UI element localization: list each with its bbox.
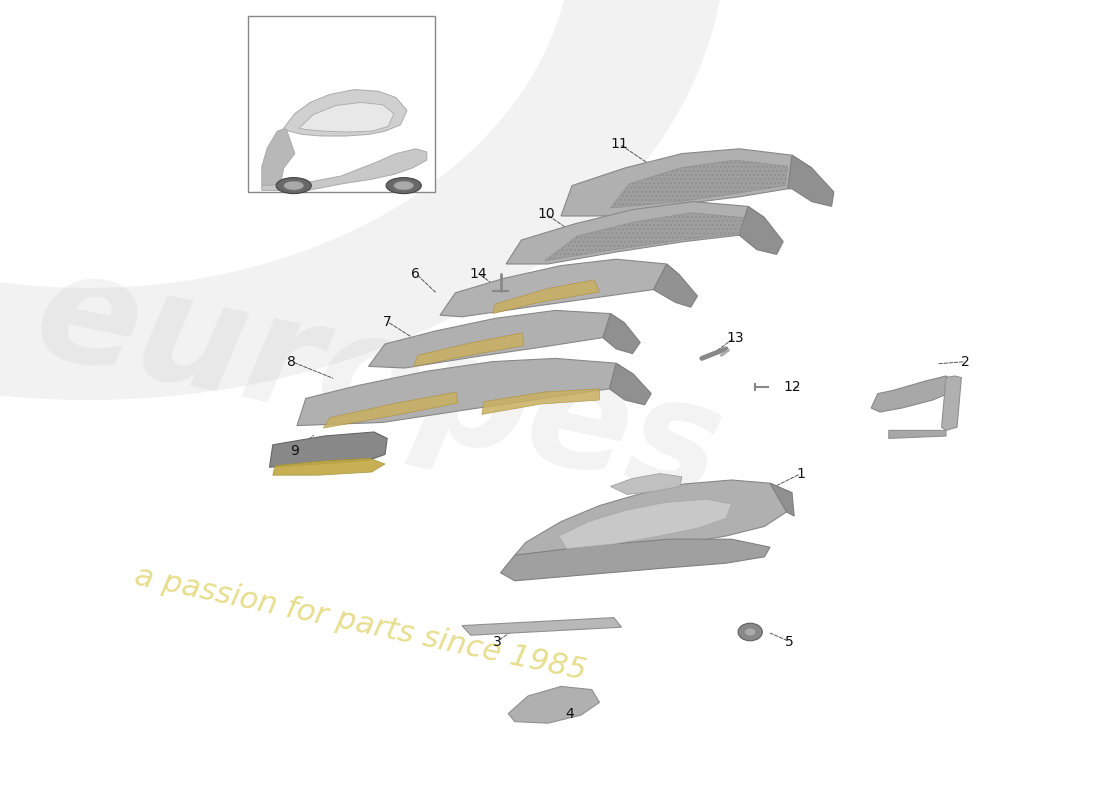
- Polygon shape: [788, 155, 834, 206]
- Ellipse shape: [284, 182, 304, 190]
- Ellipse shape: [745, 628, 756, 636]
- Text: 7: 7: [383, 314, 392, 329]
- Polygon shape: [559, 499, 732, 549]
- Ellipse shape: [276, 178, 311, 194]
- Polygon shape: [942, 376, 961, 430]
- Polygon shape: [493, 280, 600, 314]
- Polygon shape: [462, 618, 622, 635]
- Text: a passion for parts since 1985: a passion for parts since 1985: [132, 562, 588, 686]
- Polygon shape: [368, 310, 625, 368]
- Ellipse shape: [738, 623, 762, 641]
- Polygon shape: [273, 458, 385, 475]
- Ellipse shape: [386, 178, 421, 194]
- Polygon shape: [544, 213, 744, 261]
- Polygon shape: [889, 430, 946, 438]
- Text: 11: 11: [610, 137, 628, 151]
- Polygon shape: [610, 160, 788, 208]
- Polygon shape: [508, 686, 600, 723]
- Text: 12: 12: [783, 380, 801, 394]
- Polygon shape: [500, 539, 770, 581]
- Polygon shape: [299, 102, 394, 132]
- Text: 13: 13: [726, 330, 744, 345]
- Polygon shape: [739, 206, 783, 254]
- Polygon shape: [561, 149, 812, 216]
- Text: 2: 2: [961, 354, 970, 369]
- Polygon shape: [515, 480, 792, 562]
- Polygon shape: [270, 432, 387, 467]
- Text: 14: 14: [470, 266, 487, 281]
- Polygon shape: [284, 90, 407, 136]
- Text: 8: 8: [287, 354, 296, 369]
- Polygon shape: [610, 474, 682, 494]
- Text: 9: 9: [290, 444, 299, 458]
- Polygon shape: [414, 333, 524, 366]
- Polygon shape: [262, 128, 295, 186]
- Text: 10: 10: [538, 207, 556, 222]
- Polygon shape: [323, 392, 458, 428]
- Polygon shape: [609, 363, 651, 405]
- Polygon shape: [871, 376, 955, 412]
- Text: 4: 4: [565, 706, 574, 721]
- Polygon shape: [506, 202, 764, 264]
- Text: europes: europes: [22, 238, 735, 530]
- Polygon shape: [262, 149, 427, 190]
- Text: 5: 5: [785, 634, 794, 649]
- Polygon shape: [653, 264, 697, 307]
- FancyBboxPatch shape: [248, 16, 434, 192]
- Text: 1: 1: [796, 466, 805, 481]
- Text: 3: 3: [493, 634, 502, 649]
- Ellipse shape: [394, 182, 414, 190]
- Polygon shape: [770, 483, 794, 516]
- Polygon shape: [297, 358, 634, 426]
- Polygon shape: [440, 259, 680, 317]
- Polygon shape: [603, 314, 640, 354]
- Polygon shape: [0, 0, 724, 400]
- Polygon shape: [482, 389, 600, 414]
- Text: 6: 6: [411, 266, 420, 281]
